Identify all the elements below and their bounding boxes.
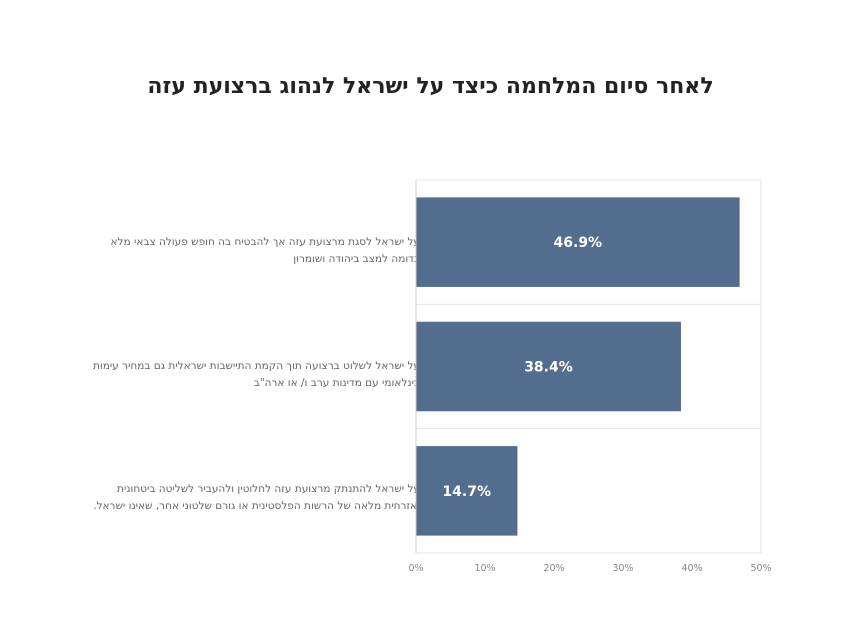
x-tick-label: 50% [750, 563, 771, 574]
data-label-3: 14.7% [442, 484, 491, 500]
category-label-1: על ישראל לסגת מרצועת עזה אך להבטיח בה חו… [110, 236, 420, 265]
chart-title: לאחר סיום המלחמה כיצד על ישראל לנהוג ברצ… [147, 74, 714, 99]
x-tick-label: 20% [543, 563, 564, 574]
x-tick-label: 0% [408, 563, 423, 574]
bar-1 [416, 197, 740, 287]
x-tick-label: 30% [612, 563, 633, 574]
bar-3 [416, 446, 518, 536]
data-label-1: 46.9% [554, 235, 603, 251]
data-label-2: 38.4% [524, 360, 573, 376]
bar-2 [416, 321, 681, 412]
category-label-3: על ישראל להתנתק מרצועת עזה לחלוטין ולהעב… [93, 483, 420, 512]
category-label-2: על ישראל לשלוט ברצועה תוך הקמת התיישבות … [92, 360, 420, 389]
x-tick-label: 40% [681, 563, 702, 574]
x-tick-label: 10% [474, 563, 495, 574]
